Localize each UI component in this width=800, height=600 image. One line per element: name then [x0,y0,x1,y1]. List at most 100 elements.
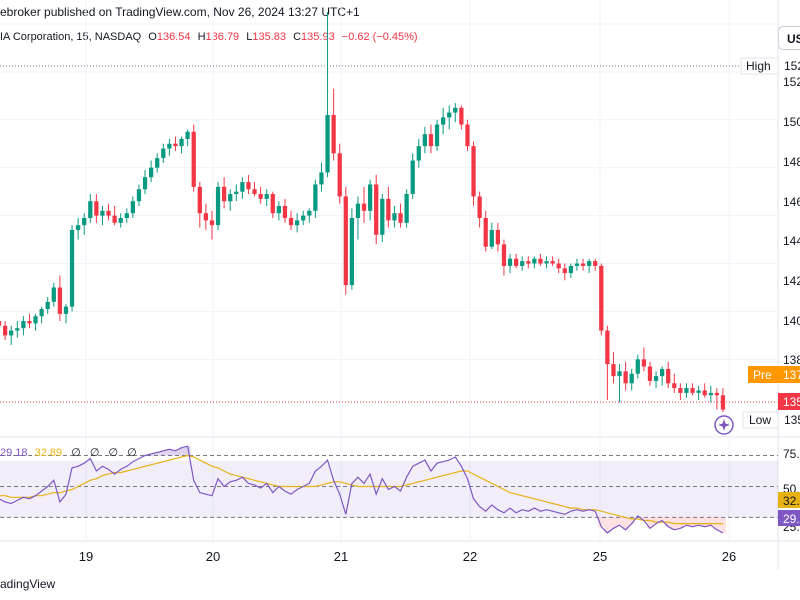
premarket-value: 137 [783,368,800,382]
rsi-value: 29.18 [0,447,28,459]
candle-body [319,172,324,185]
candle-body [258,194,263,199]
rsi-oversold-area [695,517,702,526]
rsi-extra: ∅ ∅ ∅ ∅ [71,447,140,459]
candle-body [453,107,458,113]
candle-body [374,184,379,235]
rsi-overbought-area [172,450,179,456]
candle-body [148,167,154,178]
premarket-label: Pre [753,368,772,382]
candle-body [714,392,720,396]
candle-body [367,184,373,211]
price-tick: 150 [783,115,800,129]
rsi-line [0,445,724,534]
candle-body [282,206,288,218]
candle-body [720,395,726,410]
candle-body [228,194,233,202]
candle-body [264,194,269,199]
candle-body [404,194,409,223]
rsi-oversold-area [598,517,605,527]
candle-body [562,268,567,274]
candle-body [203,213,209,221]
candle-body [459,107,464,125]
candle-body [294,220,300,226]
candle-body [544,261,549,264]
candle-body [301,215,306,221]
candle-body [27,321,32,324]
price-tick: 138 [783,353,800,367]
high-marker-label: High [746,59,771,73]
candle-body [118,218,123,223]
high-marker-value: 152 [784,59,800,73]
rsi-oversold-area [640,517,647,521]
candle-body [629,373,634,384]
candle-body [9,330,14,336]
candle-body [33,316,38,324]
candle-body [51,287,56,302]
rsi-oversold-area [646,517,653,529]
candle-body [100,210,105,216]
candle-body [501,244,507,266]
candle-body [185,131,190,139]
low-label: L [246,31,253,43]
rsi-ma-value: 32.89 [34,447,63,459]
candle-body [617,371,622,377]
rsi-ma-line [0,454,723,525]
candle-body [647,366,653,381]
candle-body [167,143,172,149]
rsi-legend: 29.18 32.89 ∅ ∅ ∅ ∅ [0,446,140,459]
symbol-name: IA Corporation, 15, NASDAQ [0,31,142,43]
candle-body [593,261,598,266]
candle-body [246,182,251,190]
price-tick: 144 [783,234,800,248]
rsi-oversold-area [719,517,726,533]
candle-body [477,196,482,218]
low-value: 135.83 [252,31,287,43]
candle-body [605,330,610,365]
candle-body [532,258,537,264]
time-tick: 26 [722,549,736,564]
publish-info: ebroker published on TradingView.com, No… [0,5,360,19]
open-value: 136.54 [156,31,191,43]
rsi-oversold-area [707,517,714,526]
candle-body [136,189,142,202]
candle-body [343,196,348,286]
candle-body [57,287,63,314]
candle-body [434,124,440,147]
candle-body [392,213,397,221]
candle-body [428,134,434,147]
candle-body [416,146,421,161]
candle-body [21,321,26,329]
candle-body [112,215,117,223]
rsi-oversold-area [683,517,690,526]
open-label: O [148,31,157,43]
rsi-oversold-area [689,517,696,527]
price-tick: 152 [783,75,800,89]
candle-body [623,371,628,384]
footer-logo-text: adingView [0,577,56,591]
candle-body [69,229,75,307]
candle-body [0,321,2,326]
time-tick: 22 [463,549,477,564]
low-marker: Low 135 [742,411,800,429]
candle-body [666,368,671,384]
candle-body [659,368,665,377]
candle-body [483,218,488,247]
rsi-overbought-area [166,449,173,456]
rsi-oversold-area [677,517,684,529]
candle-body [556,263,561,269]
candle-body [410,160,415,195]
add-alert-icon[interactable] [714,415,734,435]
candle-body [538,258,543,264]
candle-body [15,328,20,331]
rsi-oversold-area [604,517,611,533]
candle-body [447,112,452,118]
candle-body [221,186,227,202]
premarket-marker: Pre 137 [748,366,800,383]
candle-body [63,306,69,314]
candle-body [690,388,695,393]
rsi-badge: 29. [783,512,800,526]
candle-body [672,383,677,389]
rsi-oversold-area [622,517,629,530]
